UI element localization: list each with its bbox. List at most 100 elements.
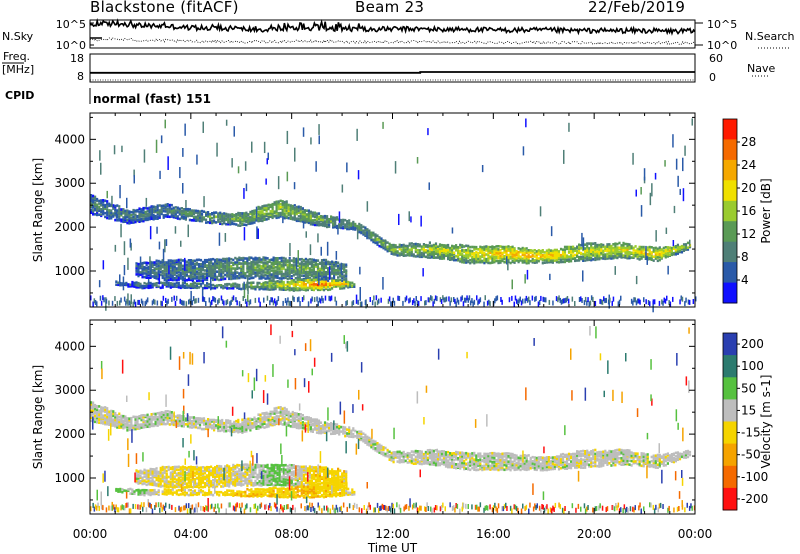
ground-noise [380,297,382,303]
data-cell [147,267,150,271]
data-cell [245,223,248,227]
data-cell [320,268,324,272]
data-cell [567,245,571,249]
ground-noise [393,300,396,306]
data-cell [94,414,97,418]
data-cell [180,416,183,419]
data-cell [177,286,180,289]
data-cell [229,221,232,224]
data-cell [261,213,264,217]
data-cell [104,203,107,207]
data-cell [291,212,294,215]
data-cell [98,405,101,408]
data-cell [350,431,353,435]
data-cell [262,264,265,268]
ground-noise [359,301,362,307]
data-cell [453,458,456,462]
colorbar-tick-label: 8 [741,250,749,264]
data-cell [144,414,147,417]
data-cell [521,249,524,252]
data-cell [286,266,289,270]
data-cell [161,274,164,278]
data-cell [604,254,607,258]
data-cell [588,252,591,255]
data-cell [563,252,567,256]
data-cell [596,257,599,261]
data-cell [96,408,99,411]
data-cell [525,251,528,255]
data-cell [250,281,253,285]
data-cell [100,416,103,419]
data-cell [302,267,305,271]
ground-noise [404,297,407,303]
data-cell [136,425,139,429]
data-cell [214,284,217,288]
data-cell [483,253,486,257]
ground-noise [658,300,661,306]
data-cell [193,264,197,268]
data-cell [406,250,409,253]
data-cell [346,434,349,438]
data-cell [180,422,183,425]
data-cell [326,219,329,222]
data-cell [268,274,271,277]
data-cell [312,258,315,262]
data-cell [400,244,403,247]
data-cell [284,270,287,274]
data-cell [481,255,484,258]
data-cell [295,414,298,417]
data-cell [272,286,275,289]
data-cell [251,209,254,213]
data-cell [428,241,431,244]
data-cell [343,286,346,290]
data-cell [110,209,113,212]
ground-noise [335,300,338,306]
data-speckle [646,256,648,265]
data-cell [288,269,291,273]
data-cell [179,266,182,270]
data-cell [144,215,147,218]
data-cell [426,449,429,452]
ground-noise [592,296,594,302]
data-cell [547,260,550,264]
data-cell [128,217,131,220]
data-cell [360,228,363,232]
data-cell [262,261,265,264]
data-cell [376,448,379,451]
data-cell [181,285,184,289]
data-cell [148,211,151,215]
data-cell [318,284,322,287]
data-cell [249,417,252,421]
data-cell [432,252,435,255]
data-cell [449,258,452,261]
freq-right-tick: 0 [709,71,716,84]
data-cell [295,219,298,223]
data-cell [335,263,338,266]
ground-noise [652,299,655,305]
ground-noise [611,300,613,306]
data-cell [316,288,320,292]
data-cell [630,251,633,255]
data-cell [166,418,169,422]
data-cell [527,249,530,252]
data-cell [302,281,305,284]
data-cell [160,415,163,419]
data-cell [457,249,460,253]
data-cell [96,415,99,418]
data-cell [628,255,631,258]
data-cell [203,275,207,278]
data-cell [240,269,243,272]
data-cell [299,212,302,215]
data-cell [616,256,619,260]
data-cell [159,266,162,270]
data-cell [418,244,421,248]
data-cell [259,211,262,215]
data-cell [196,219,200,222]
data-cell [626,250,629,253]
data-cell [146,413,149,417]
data-speckle [121,145,123,153]
data-cell [278,286,281,289]
data-speckle [667,265,669,275]
data-cell [301,426,304,430]
data-cell [293,206,296,210]
